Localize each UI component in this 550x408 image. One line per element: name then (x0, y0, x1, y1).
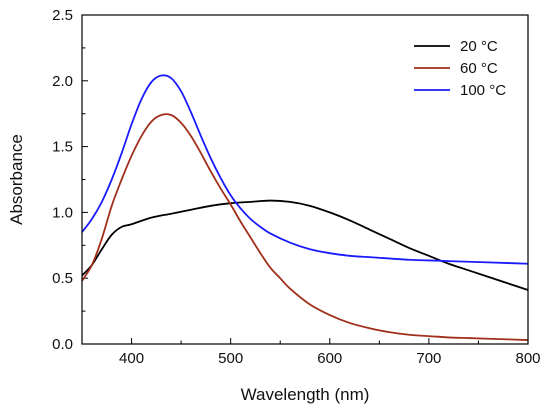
x-tick-label: 700 (416, 350, 441, 367)
y-tick-label: 1.5 (52, 139, 73, 156)
ticks-layer: 400 500 600 700 800 0.0 0.5 1.0 1.5 2.0 2.5 (52, 7, 540, 367)
plot-frame (81, 14, 529, 345)
x-tick-label: 500 (218, 350, 243, 367)
legend-label-2: 100 °C (460, 82, 506, 99)
x-axis-title: Wavelength (nm) (241, 385, 370, 404)
y-tick-label: 1.0 (52, 204, 73, 221)
legend: 20 °C 60 °C 100 °C (414, 38, 506, 99)
x-tick-label: 600 (317, 350, 342, 367)
legend-label-1: 60 °C (460, 60, 498, 77)
y-tick-label: 0.0 (52, 336, 73, 353)
x-tick-label: 800 (515, 350, 540, 367)
y-axis-title: Absorbance (7, 134, 26, 225)
legend-label-0: 20 °C (460, 38, 498, 55)
series-line-2 (81, 74, 529, 265)
x-tick-label: 400 (119, 350, 144, 367)
series-layer (81, 74, 529, 341)
y-tick-label: 2.0 (52, 73, 73, 90)
series-line-1 (81, 113, 529, 341)
series-line-0 (81, 199, 529, 291)
y-tick-label: 0.5 (52, 270, 73, 287)
y-tick-label: 2.5 (52, 7, 73, 24)
